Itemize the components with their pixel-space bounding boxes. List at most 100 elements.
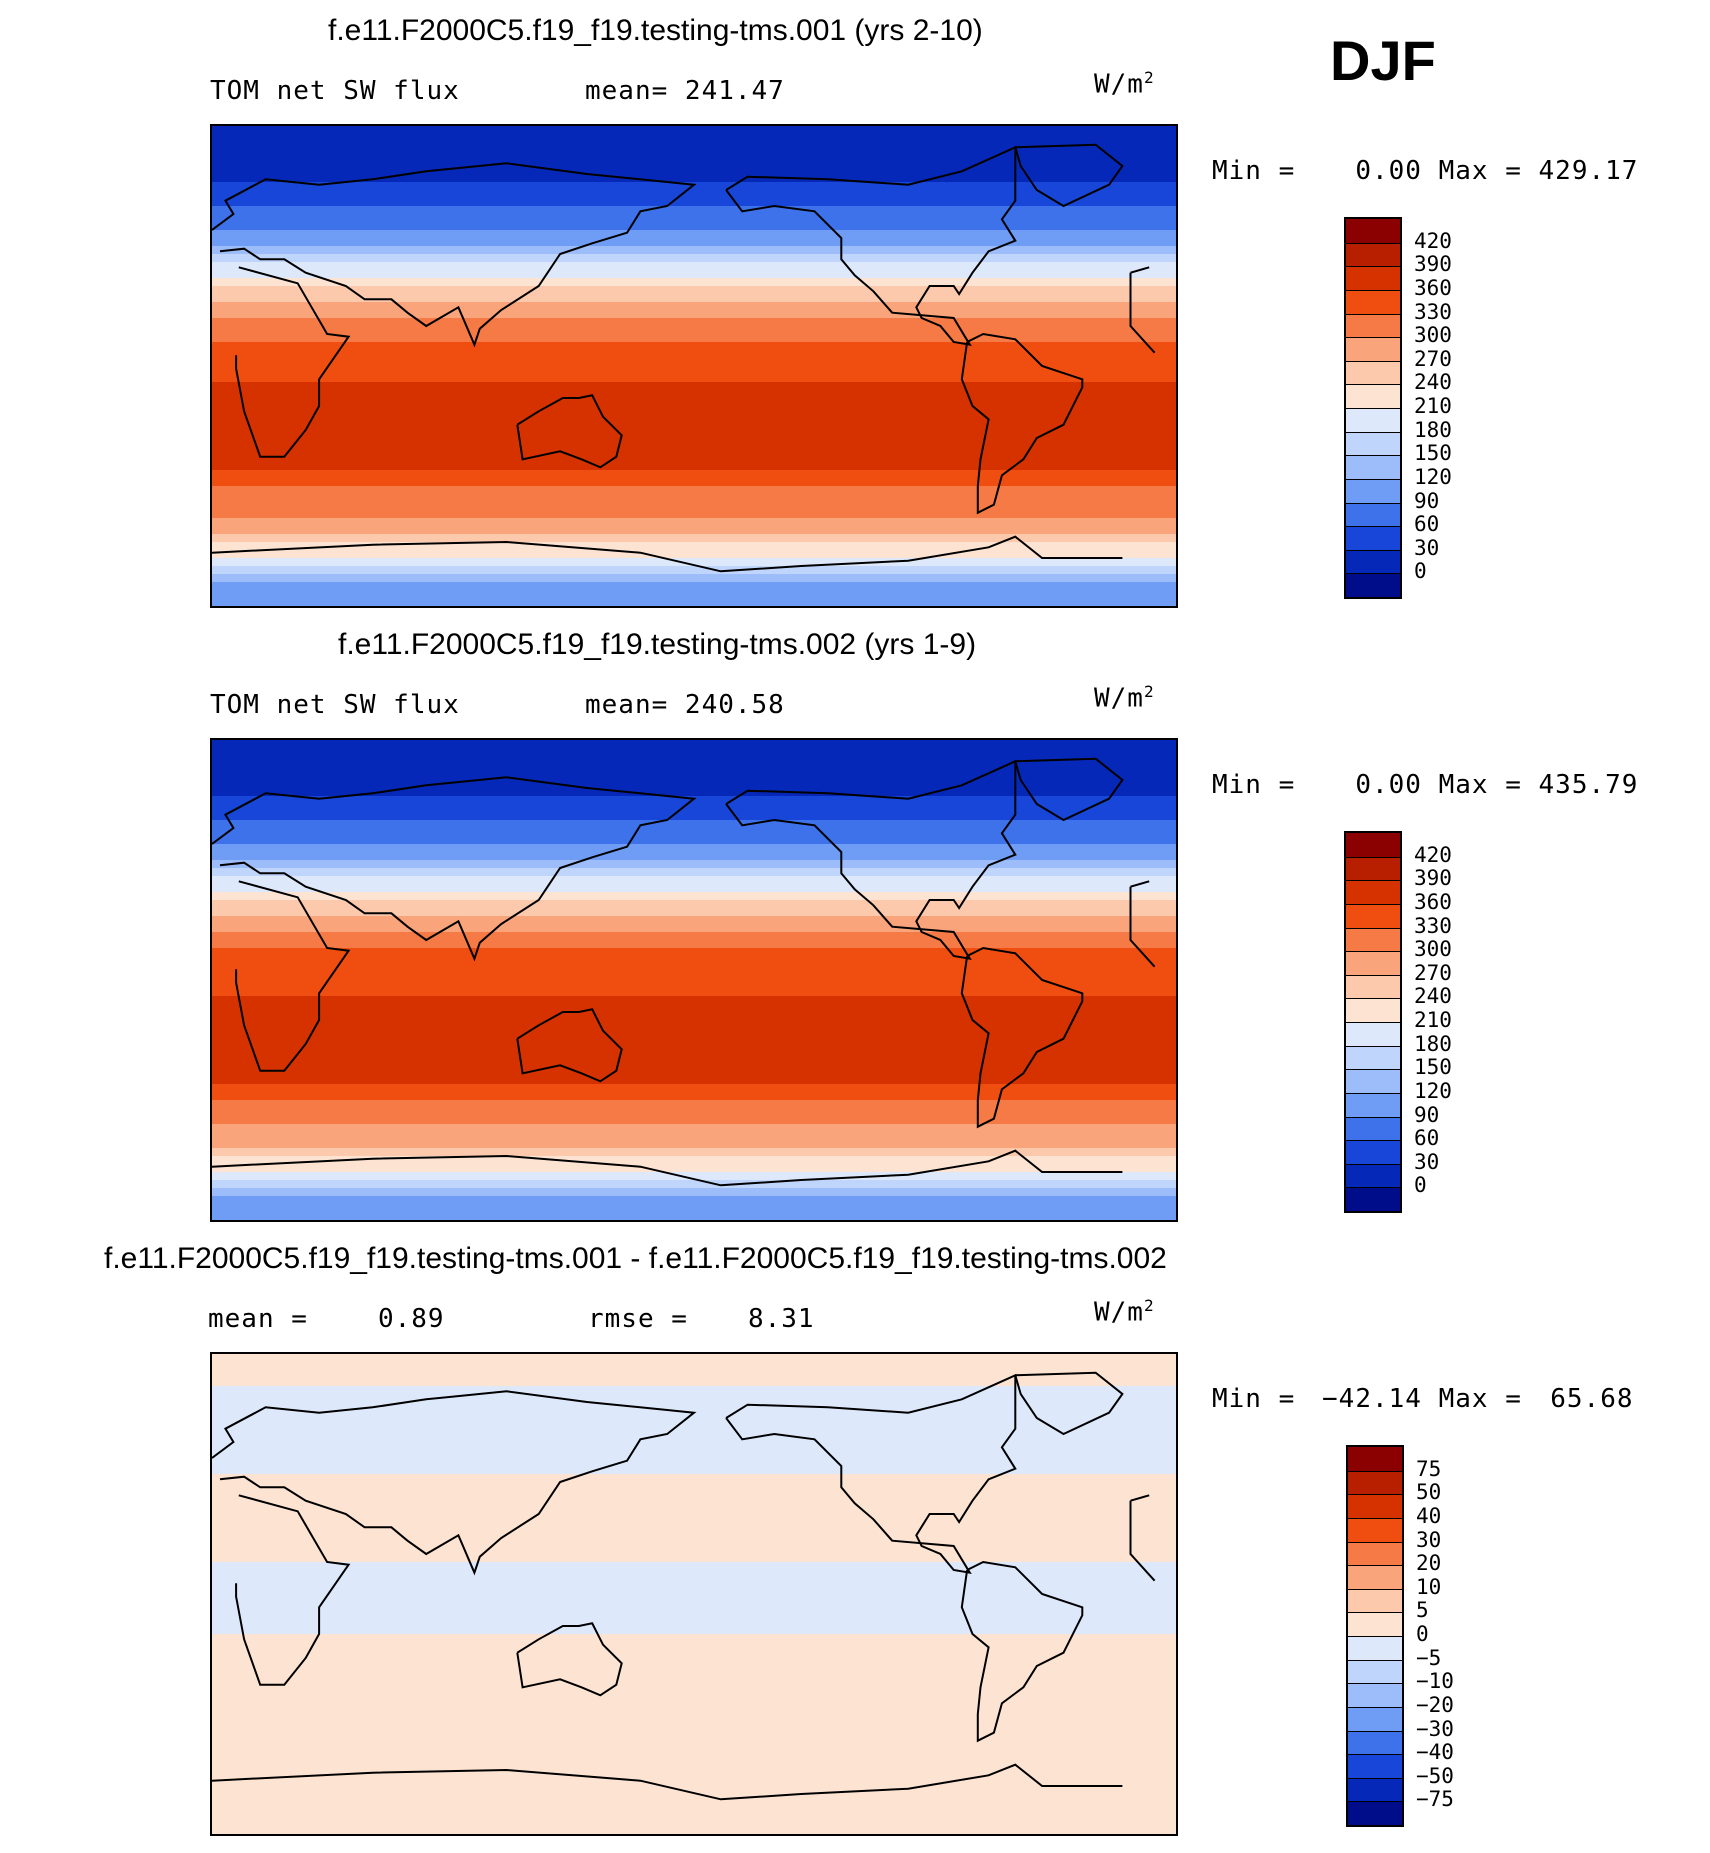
field-band	[212, 510, 1176, 519]
field-band	[212, 166, 1176, 175]
colorbar-tick-label: −10	[1416, 1669, 1454, 1694]
field-band	[212, 836, 1176, 845]
field-band	[212, 1466, 1176, 1475]
field-band	[212, 748, 1176, 757]
field-band	[212, 182, 1176, 191]
panel-3-min-label: Min =	[1212, 1384, 1296, 1414]
field-band	[212, 964, 1176, 973]
panel-3-max-label: Max =	[1438, 1384, 1522, 1414]
field-band	[212, 470, 1176, 479]
field-band	[212, 1188, 1176, 1197]
field-band	[212, 1172, 1176, 1181]
field-band	[212, 358, 1176, 367]
field-band	[212, 1140, 1176, 1149]
field-band	[212, 1092, 1176, 1101]
field-band	[212, 1442, 1176, 1451]
panel-3-title: f.e11.F2000C5.f19_f19.testing-tms.001 - …	[104, 1242, 1167, 1275]
panel-1-units-exp: 2	[1143, 68, 1155, 87]
field-band	[212, 214, 1176, 223]
panel-2-max-label: Max =	[1438, 770, 1522, 800]
field-band	[212, 828, 1176, 837]
panel-2-variable: TOM net SW flux	[210, 690, 460, 720]
colorbar-swatch	[1346, 573, 1400, 597]
field-band	[212, 924, 1176, 933]
panel-3-units-base: W/m	[1094, 1297, 1144, 1328]
field-band	[212, 1538, 1176, 1547]
field-band	[212, 1474, 1176, 1483]
colorbar-tick-label: 360	[1414, 889, 1452, 914]
panel-2-title: f.e11.F2000C5.f19_f19.testing-tms.002 (y…	[338, 628, 977, 661]
colorbar-swatch	[1348, 1706, 1402, 1731]
field-band	[212, 820, 1176, 829]
panel-3-mean-label: mean =	[208, 1304, 308, 1334]
colorbar-swatch	[1348, 1565, 1402, 1589]
colorbar-tick-label: 90	[1414, 488, 1440, 513]
field-band	[212, 1020, 1176, 1029]
field-band	[212, 844, 1176, 853]
panel-1-units-base: W/m	[1094, 69, 1144, 100]
field-band	[212, 1802, 1176, 1811]
field-band	[212, 334, 1176, 343]
field-band	[212, 174, 1176, 183]
colorbar-swatch	[1348, 1683, 1402, 1707]
colorbar-tick-label: −75	[1416, 1787, 1454, 1812]
field-band	[212, 534, 1176, 543]
field-band	[212, 374, 1176, 383]
colorbar-swatch	[1346, 927, 1400, 952]
field-band	[212, 550, 1176, 559]
colorbar-swatch	[1348, 1777, 1402, 1802]
coastline	[516, 1008, 623, 1083]
colorbar-tick-label: 10	[1416, 1574, 1442, 1599]
colorbar-tick-label: −5	[1416, 1645, 1442, 1670]
field-band	[212, 980, 1176, 989]
field-band	[212, 796, 1176, 805]
field-band	[212, 1554, 1176, 1563]
colorbar-tick-label: 40	[1416, 1503, 1442, 1528]
field-band	[212, 230, 1176, 239]
field-band	[212, 1826, 1176, 1834]
colorbar-tick-label: 180	[1414, 1031, 1452, 1056]
field-band	[212, 1052, 1176, 1061]
colorbar-tick-label: 270	[1414, 960, 1452, 985]
panel-2-minmax: Min = 0.00 Max = 435.79	[1212, 770, 1637, 800]
field-band	[212, 150, 1176, 159]
colorbar-tick-label: 390	[1414, 252, 1452, 277]
colorbar-tick-label: 30	[1414, 1149, 1440, 1174]
colorbar-swatch	[1346, 478, 1400, 503]
colorbar-swatch	[1346, 1045, 1400, 1070]
field-band	[212, 1004, 1176, 1013]
coastline	[212, 535, 1123, 573]
field-band	[212, 1650, 1176, 1659]
field-band	[212, 1212, 1176, 1220]
panel-3-minmax: Min = −42.14 Max = 65.68	[1212, 1384, 1634, 1414]
colorbar-swatch	[1346, 1092, 1400, 1117]
field-band	[212, 860, 1176, 869]
field-band	[212, 1674, 1176, 1683]
coastline	[516, 1622, 623, 1697]
colorbar-tick-label: 210	[1414, 1008, 1452, 1032]
colorbar-swatch	[1346, 1163, 1400, 1188]
field-band	[212, 198, 1176, 207]
colorbar-tick-label: −20	[1416, 1692, 1454, 1717]
field-band	[212, 1642, 1176, 1651]
colorbar-tick-label: 330	[1414, 299, 1452, 324]
field-band	[212, 1124, 1176, 1133]
field-band	[212, 518, 1176, 527]
colorbar-swatch	[1346, 242, 1400, 267]
field-band	[212, 1626, 1176, 1635]
field-band	[212, 326, 1176, 335]
field-band	[212, 1100, 1176, 1109]
panel-1-max-value: 429.17	[1538, 156, 1639, 186]
field-band	[212, 206, 1176, 215]
field-band	[212, 756, 1176, 765]
field-band	[212, 1402, 1176, 1411]
field-band	[212, 1156, 1176, 1165]
field-band	[212, 398, 1176, 407]
field-band	[212, 1386, 1176, 1395]
field-band	[212, 406, 1176, 415]
panel-3-mean-value: 0.89	[377, 1304, 445, 1334]
coastline	[1014, 757, 1124, 822]
field-band	[212, 1746, 1176, 1755]
panel-3-units: W/m2	[1094, 1296, 1155, 1328]
field-band	[212, 908, 1176, 917]
